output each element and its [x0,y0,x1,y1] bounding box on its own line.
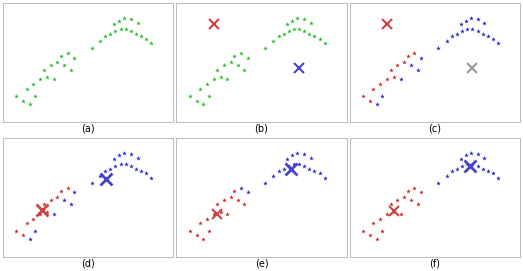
X-axis label: (c): (c) [428,123,441,133]
X-axis label: (e): (e) [255,258,268,268]
X-axis label: (b): (b) [255,123,268,133]
X-axis label: (d): (d) [81,258,95,268]
X-axis label: (f): (f) [429,258,440,268]
X-axis label: (a): (a) [81,123,95,133]
